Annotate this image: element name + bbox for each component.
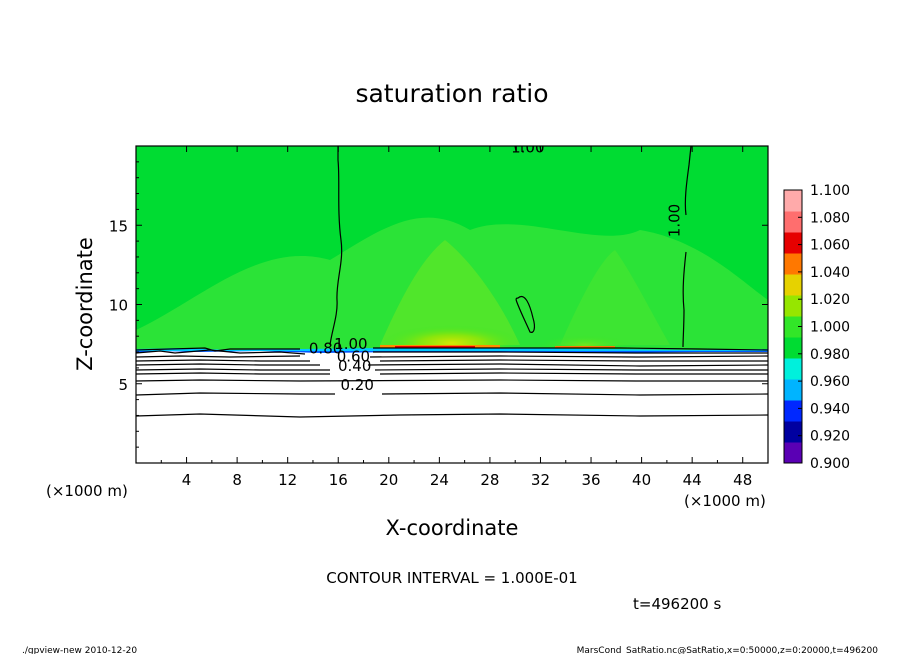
x-tick-label: 28 bbox=[480, 471, 499, 489]
low-saturation-region bbox=[136, 351, 768, 463]
x-axis-label: X-coordinate bbox=[386, 516, 519, 540]
contour-line-0.40 bbox=[136, 372, 768, 375]
colorbar-swatch bbox=[784, 337, 802, 359]
contour-label: 0.40 bbox=[338, 357, 371, 375]
y-axis-label: Z-coordinate bbox=[73, 237, 97, 371]
colorbar-label: 0.900 bbox=[810, 456, 850, 472]
chart-title: saturation ratio bbox=[355, 79, 548, 108]
contour-line-0.10 bbox=[136, 413, 768, 418]
contour-label: 1.00 bbox=[511, 138, 544, 156]
y-tick-label: 10 bbox=[109, 297, 128, 315]
x-tick-label: 40 bbox=[632, 471, 651, 489]
contour-label: 0.60 bbox=[337, 348, 370, 366]
colorbar-swatch bbox=[784, 379, 802, 401]
colorbar-label: 0.920 bbox=[810, 429, 850, 445]
x-tick-label: 8 bbox=[232, 471, 242, 489]
colorbar-label: 0.940 bbox=[810, 401, 850, 417]
colorbar-swatch bbox=[784, 232, 802, 254]
contour-labels: 1.000.800.600.400.201.001.00 bbox=[309, 138, 684, 394]
time-text: t=496200 s bbox=[633, 595, 721, 613]
contour-label: 1.00 bbox=[334, 335, 367, 353]
colorbar-swatch bbox=[784, 316, 802, 338]
colorbar-label: 0.960 bbox=[810, 374, 850, 390]
condensation-strip bbox=[555, 346, 615, 348]
colorbar-swatch bbox=[784, 253, 802, 275]
x-tick-label: 24 bbox=[430, 471, 449, 489]
x-tick-label: 32 bbox=[531, 471, 550, 489]
colorbar-label: 1.100 bbox=[810, 183, 850, 199]
y-tick-label: 15 bbox=[109, 217, 128, 235]
contour-interval-text: CONTOUR INTERVAL = 1.000E-01 bbox=[326, 569, 577, 587]
colorbar-label: 1.040 bbox=[810, 265, 850, 281]
colorbar-swatch bbox=[784, 400, 802, 422]
x-tick-label: 20 bbox=[379, 471, 398, 489]
field-light-region bbox=[380, 240, 520, 345]
contour-label: 0.80 bbox=[309, 340, 342, 358]
colorbar-swatch bbox=[784, 442, 802, 464]
contour-line-0.90 bbox=[136, 349, 768, 355]
colorbar: 0.900 0.920 0.940 0.960 0.980 1.000 1.020 1.040… bbox=[783, 183, 850, 472]
contour-line-0.30 bbox=[136, 379, 768, 382]
colorbar-swatch bbox=[784, 295, 802, 317]
contour-label: 0.20 bbox=[340, 376, 373, 394]
colorbar-label: 1.020 bbox=[810, 292, 850, 308]
footer-right: MarsCond_SatRatio.nc@SatRatio,x=0:50000,… bbox=[577, 646, 879, 654]
colorbar-swatch bbox=[784, 211, 802, 233]
x-tick-label: 44 bbox=[683, 471, 702, 489]
condensation-strip bbox=[395, 346, 475, 348]
colorbar-label: 1.080 bbox=[810, 210, 850, 226]
x-axis-ticks: 4 8 12 16 20 24 28 32 36 40 44 48 bbox=[160, 146, 752, 489]
x-unit-right: (×1000 m) bbox=[684, 492, 766, 510]
y-axis-ticks: 5 10 15 bbox=[109, 161, 768, 448]
y-tick-label: 5 bbox=[118, 376, 128, 394]
x-tick-label: 16 bbox=[329, 471, 348, 489]
colorbar-swatch bbox=[784, 274, 802, 296]
x-tick-label: 12 bbox=[278, 471, 297, 489]
contour-line-0.50 bbox=[136, 368, 768, 371]
colorbar-swatch bbox=[784, 358, 802, 380]
x-tick-label: 36 bbox=[581, 471, 600, 489]
colorbar-label: 0.980 bbox=[810, 347, 850, 363]
contour-line-0.80 bbox=[136, 355, 768, 358]
field-light-region bbox=[560, 250, 670, 345]
colorbar-label: 1.060 bbox=[810, 238, 850, 254]
x-tick-label: 4 bbox=[182, 471, 192, 489]
contour-line-1.00-right bbox=[682, 146, 692, 348]
x-tick-label: 48 bbox=[733, 471, 752, 489]
x-unit-left: (×1000 m) bbox=[46, 482, 128, 500]
contour-line-1.00-left bbox=[329, 146, 343, 346]
contour-line-0.20 bbox=[136, 392, 768, 396]
colorbar-label: 1.000 bbox=[810, 320, 850, 336]
footer-left: ./gpview-new 2010-12-20 bbox=[22, 646, 137, 654]
contour-label: 1.00 bbox=[666, 204, 684, 237]
contour-line-0.60 bbox=[136, 363, 768, 367]
contour-line-0.70 bbox=[136, 359, 768, 362]
colorbar-swatch bbox=[784, 190, 802, 212]
colorbar-swatch bbox=[784, 421, 802, 443]
plot-area: 1.000.800.600.400.201.001.00 bbox=[136, 138, 768, 463]
contour-lines bbox=[136, 146, 768, 418]
contour-line-1.00-closed bbox=[515, 296, 536, 333]
